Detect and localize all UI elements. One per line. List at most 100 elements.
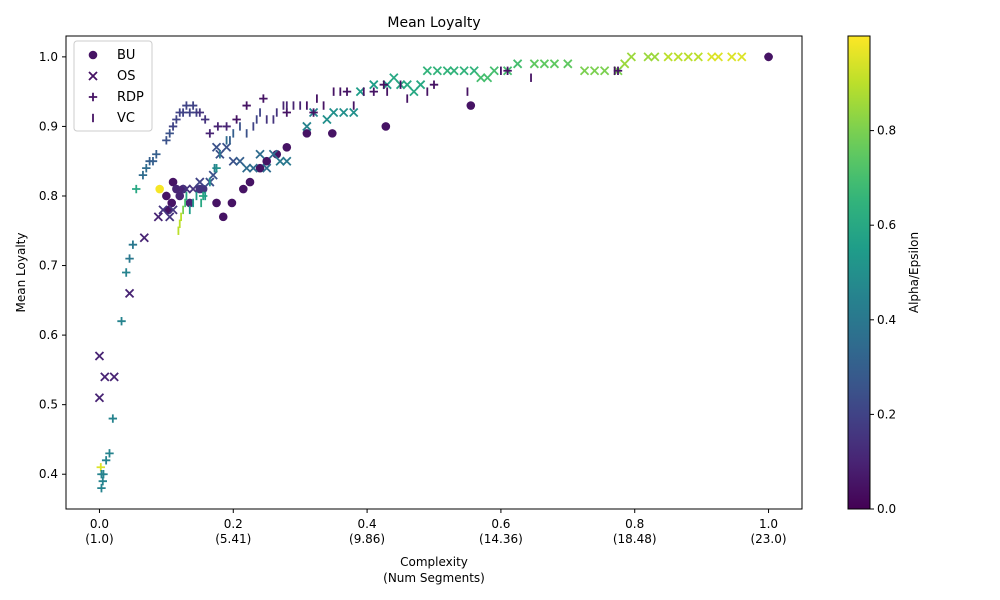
colorbar-tick-label: 0.8 [877,124,896,138]
data-point [309,108,318,117]
data-point [476,73,486,83]
data-point [282,156,292,166]
data-point [626,52,637,62]
data-point [232,115,241,124]
data-point [148,157,158,166]
data-point [259,94,268,103]
data-point [707,52,717,62]
data-point [402,80,412,90]
colorbar-tick-label: 0.2 [877,407,896,421]
x-tick-label: 0.2 [224,517,243,531]
data-point [212,198,221,208]
data-point [369,80,379,90]
data-point [302,129,312,138]
colorbar-label: Alpha/Epsilon [907,232,921,313]
x-tick-sublabel: (18.48) [613,532,657,546]
data-point [369,87,378,96]
data-point [727,52,737,62]
y-tick-label: 1.0 [39,50,58,64]
data-point [153,212,163,222]
data-point [142,163,151,173]
data-point [165,129,174,138]
data-point [212,163,221,173]
data-point [152,150,161,159]
data-point [255,163,265,173]
data-point [162,191,171,201]
data-point [349,107,359,118]
data-point [117,316,126,326]
data-point [539,59,550,69]
data-point [175,191,185,201]
legend-entry-label: VC [117,111,135,126]
data-point [239,184,248,194]
data-point [549,59,560,69]
data-point [109,372,119,382]
data-point [94,393,105,403]
y-tick-label: 0.7 [39,259,58,273]
data-point [322,114,332,125]
x-tick-label: 0.6 [491,517,510,531]
data-point [242,101,251,110]
data-point [158,205,168,215]
data-point [275,156,285,166]
data-point [422,66,432,76]
colorbar-tick-label: 0.6 [877,218,896,232]
data-point [512,59,523,69]
legend-entry-label: OS [117,69,135,84]
data-point [302,121,312,132]
data-point [589,66,600,76]
data-point [262,163,272,173]
data-point [469,66,479,76]
legend-marker [88,71,98,81]
colorbar-tick-label: 0.4 [877,313,896,327]
x-tick-label: 0.0 [90,517,109,531]
y-tick-label: 0.6 [39,328,58,342]
data-point [168,205,178,215]
legend-entry-label: BU [117,48,135,63]
y-tick-label: 0.8 [39,189,58,203]
legend: BU OS RDP VC [73,40,153,132]
data-point [168,122,178,131]
x-axis-label-sub: (Num Segments) [383,571,485,585]
data-point [235,156,245,166]
data-point [200,115,210,124]
data-point [489,66,499,76]
data-point [563,59,573,69]
legend-entry-label: RDP [117,90,144,105]
data-point [466,101,476,110]
data-point [449,66,459,76]
data-point [97,483,106,493]
data-point [693,52,703,62]
y-tick-label: 0.4 [39,467,58,481]
plot-area [65,35,803,510]
data-point [683,52,693,62]
data-point [218,212,228,222]
x-tick-sublabel: (5.41) [215,532,251,546]
data-point [205,129,215,138]
data-point [409,87,419,97]
data-point [105,449,114,458]
data-point [599,66,610,76]
x-tick-label: 1.0 [759,517,778,531]
x-tick-sublabel: (23.0) [750,532,786,546]
data-point [221,142,232,152]
series-rdp [96,52,773,493]
data-point [268,149,279,159]
data-point [242,163,252,173]
data-point [282,142,292,152]
colorbar-tick-label: 0.0 [877,502,896,516]
data-point [339,107,349,118]
data-point [99,470,108,479]
data-point [155,184,164,194]
data-point [764,52,773,62]
data-point [328,107,339,118]
data-point [503,66,512,75]
data-point [185,198,195,208]
data-point [432,66,442,76]
data-point [227,198,237,208]
y-axis-label: Mean Loyalty [14,233,28,313]
data-point [228,156,238,166]
x-tick-sublabel: (14.36) [479,532,523,546]
data-point [188,184,198,194]
data-point [172,115,181,124]
